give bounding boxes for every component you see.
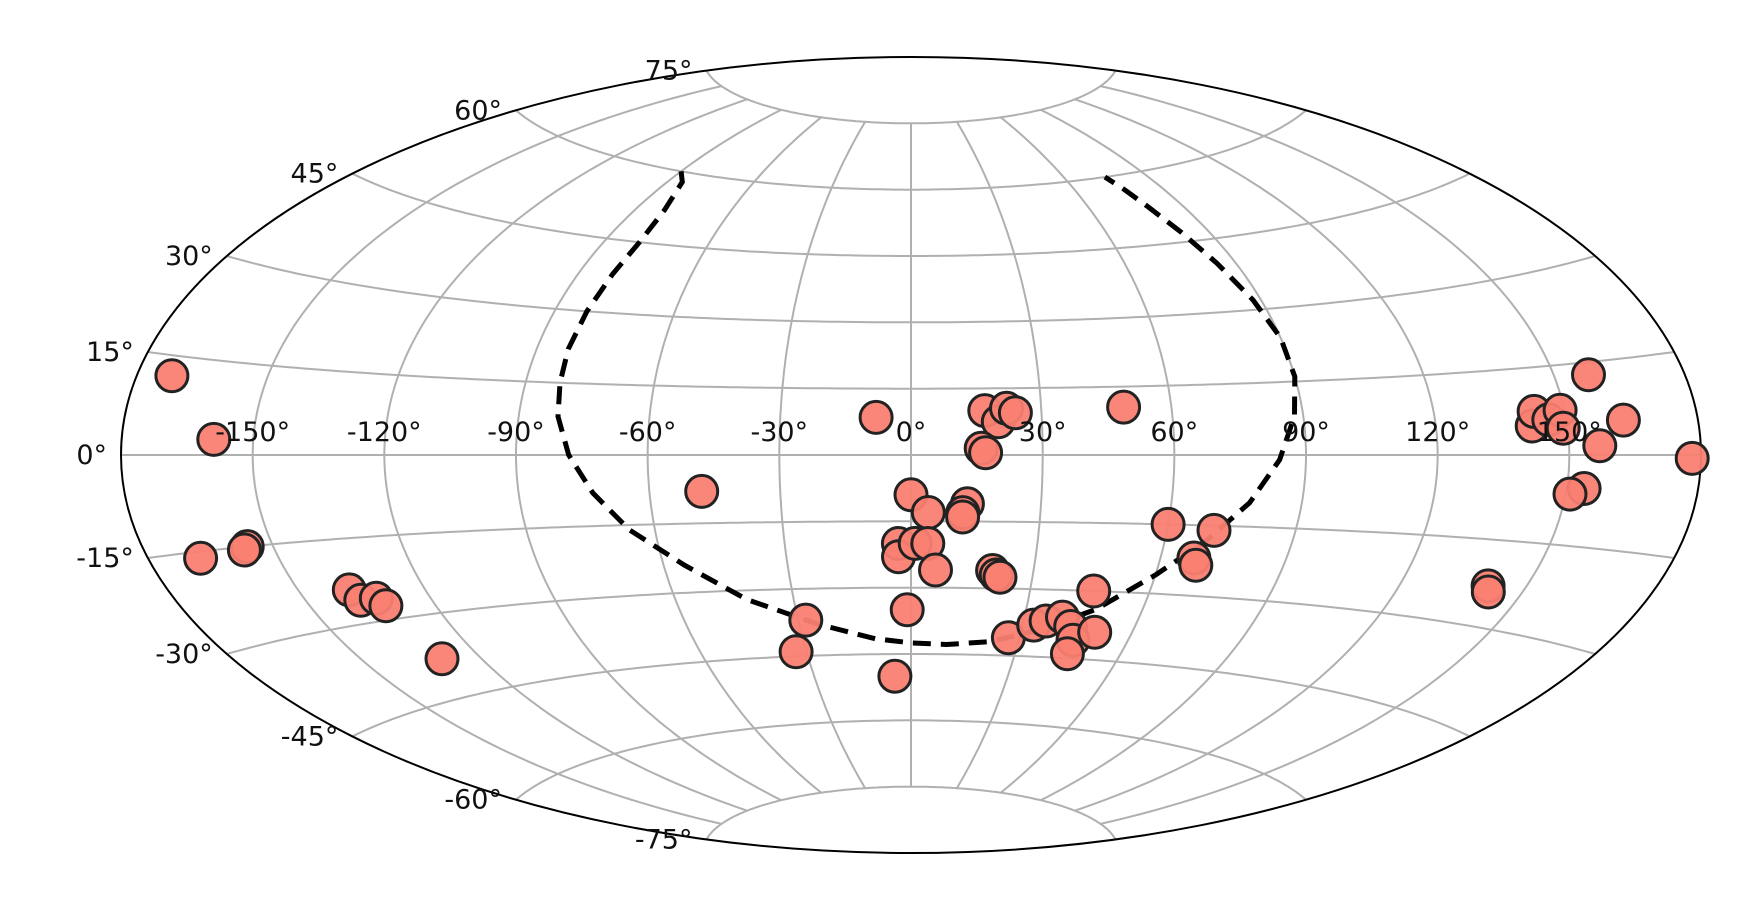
y-tick-label: 0° xyxy=(76,440,107,471)
data-point xyxy=(1545,410,1581,446)
data-point xyxy=(1605,402,1641,438)
x-tick-label: 60° xyxy=(1150,417,1198,448)
x-tick-label: 90° xyxy=(1282,417,1330,448)
data-point xyxy=(1077,614,1113,650)
x-tick-label: 120° xyxy=(1405,417,1470,448)
data-point xyxy=(1674,440,1710,476)
y-tick-label: 30° xyxy=(165,241,213,272)
y-tick-label: 45° xyxy=(291,159,339,190)
graticule xyxy=(121,70,1701,840)
data-points xyxy=(154,357,1710,694)
parallel-line xyxy=(705,785,1117,840)
data-point xyxy=(945,499,981,535)
data-point xyxy=(226,532,262,568)
parallel-line xyxy=(351,172,1471,257)
data-point xyxy=(154,358,190,394)
x-tick-label: 150° xyxy=(1537,417,1602,448)
data-point xyxy=(1571,357,1606,393)
parallel-line xyxy=(515,719,1307,801)
data-point xyxy=(858,399,894,435)
y-tick-label: -45° xyxy=(281,721,339,752)
y-tick-label: -60° xyxy=(444,785,502,816)
data-point xyxy=(684,473,720,509)
data-point xyxy=(918,552,953,588)
y-tick-label: 15° xyxy=(86,337,134,368)
data-point xyxy=(424,641,460,677)
data-point xyxy=(778,634,814,670)
data-point xyxy=(1196,512,1232,548)
y-tick-label: -30° xyxy=(155,639,213,670)
x-tick-label: 0° xyxy=(896,417,927,448)
x-tick-label: -150° xyxy=(215,417,290,448)
data-point xyxy=(968,435,1004,471)
parallel-line xyxy=(515,109,1307,191)
data-point xyxy=(1178,547,1214,583)
data-point xyxy=(877,658,913,694)
parallel-line xyxy=(226,586,1596,655)
boundary-curve-layer xyxy=(555,171,1298,648)
parallel-line xyxy=(705,70,1117,125)
x-tick-label: -30° xyxy=(750,417,808,448)
data-point xyxy=(997,395,1033,431)
y-tick-label: 60° xyxy=(454,95,502,126)
dashed-boundary-curve xyxy=(555,171,1298,648)
parallel-line xyxy=(147,351,1675,390)
x-tick-label: -120° xyxy=(347,417,422,448)
data-point xyxy=(1582,428,1618,464)
parallel-line xyxy=(351,653,1471,738)
parallel-line xyxy=(147,520,1675,559)
y-tick-label: 75° xyxy=(645,56,693,87)
data-point xyxy=(1552,476,1588,512)
data-point xyxy=(1049,636,1085,672)
data-point xyxy=(982,559,1018,595)
data-point xyxy=(368,588,404,624)
data-point xyxy=(910,495,946,530)
data-point xyxy=(1150,506,1186,542)
y-tick-label: -75° xyxy=(635,824,693,855)
data-point xyxy=(1076,573,1112,609)
x-tick-label: 30° xyxy=(1019,417,1067,448)
data-point xyxy=(1470,574,1506,610)
y-tick-label: -15° xyxy=(76,543,134,574)
data-point xyxy=(788,602,824,638)
data-point xyxy=(1106,389,1142,425)
x-tick-label: -90° xyxy=(487,417,545,448)
x-tick-label: -60° xyxy=(619,417,677,448)
data-point xyxy=(889,592,925,628)
tick-labels: -150° -120° -90° -60° -30° 0° 30° 60° 90° 120° 150… xyxy=(76,56,1602,856)
parallel-line xyxy=(226,255,1596,324)
data-point xyxy=(196,421,232,457)
data-point xyxy=(183,540,219,576)
